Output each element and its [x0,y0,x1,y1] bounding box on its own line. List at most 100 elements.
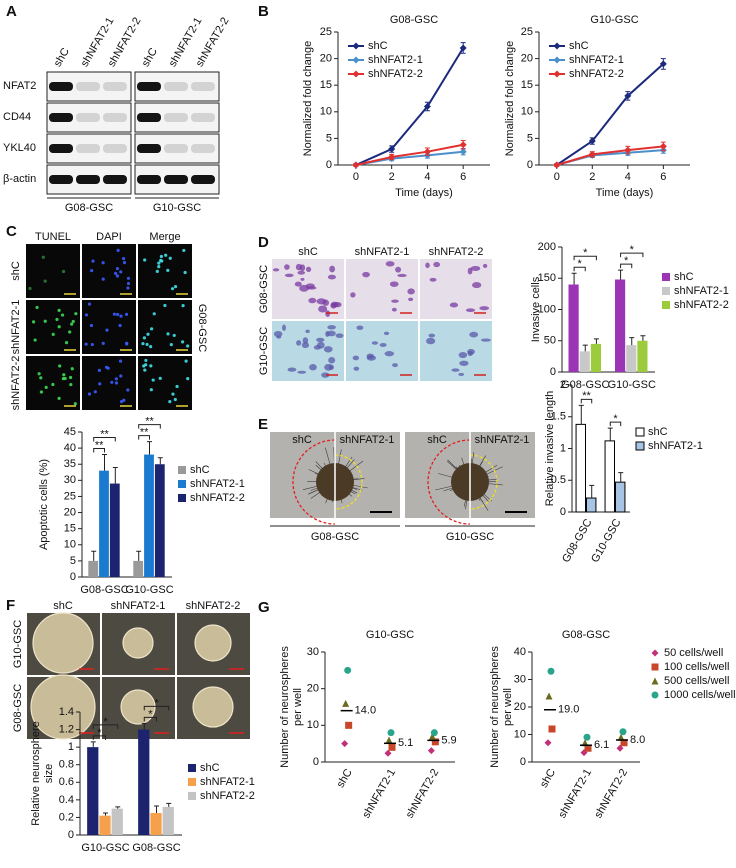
cell-dot [166,332,170,336]
legend-label: shNFAT2-2 [368,68,423,80]
cell-dot [71,319,75,324]
legend-label: shNFAT2-1 [569,54,624,66]
series-line [355,143,464,166]
bar [133,560,144,577]
bar [162,806,174,835]
y-tick-label: 10 [521,106,533,118]
cell [371,341,379,345]
cell-dot [142,336,147,340]
cell-dot [43,279,47,283]
dot [619,728,627,736]
y-axis-label: size [43,764,55,784]
y-tick-label: 0 [560,506,566,518]
cell-dot [151,378,155,382]
dot [459,141,467,149]
legend-label: shNFAT2-2 [674,299,729,311]
neurosphere [194,624,232,662]
cell-dot [91,259,95,263]
cell-dot [70,322,74,326]
panel-letter: A [6,3,17,20]
cell-dot [183,270,187,275]
panel-letter: C [6,223,17,240]
cell [294,281,302,287]
y-tick-label: 0 [550,366,556,378]
legend-swatch [662,273,670,281]
dot [384,749,392,757]
dot [617,733,625,741]
cell [302,337,309,344]
series-line [556,63,665,166]
cell [383,331,390,336]
panel-letter: F [6,597,15,614]
legend-swatch [178,494,186,502]
y-tick-label: 20 [320,53,332,65]
cell [429,277,437,282]
micrograph [420,321,492,381]
bar [99,815,111,835]
micrograph [138,244,192,298]
x-tick-label: 2 [589,171,595,183]
column-label: shNFAT2-1 [340,434,395,446]
cell [389,281,399,287]
cell [297,370,307,374]
cell-dot [144,363,148,367]
cell [305,329,310,333]
dot [553,70,561,78]
cell-dot [171,392,175,396]
y-tick-label: 50 [544,335,556,347]
bar [579,351,590,372]
row-label: G10-GSC [258,327,270,375]
bar [99,470,109,577]
cell-dot [112,312,116,316]
cell-dot [143,368,147,372]
x-tick-label: shNFAT2-2 [592,767,630,820]
cell-dot [124,312,129,316]
cell [326,330,336,337]
dot [588,137,596,145]
x-tick-label: G10-GSC [589,517,624,565]
dot [342,699,350,707]
cell [352,355,360,361]
blot-band [76,175,100,184]
row-label: shNFAT2-1 [10,300,22,355]
significance-bracket [143,716,157,722]
cell-dot [43,319,47,323]
cell-dot [62,373,66,377]
y-tick-label: 35 [64,458,76,470]
y-tick-label: 10 [320,106,332,118]
legend-label: shC [648,426,668,438]
cell-dot [126,286,130,290]
cell-dot [87,302,92,306]
cell-dot [119,400,124,404]
cell-dot [60,313,65,317]
bar [626,345,637,372]
cell [287,367,297,372]
cell [350,292,356,298]
bar [586,497,597,513]
bar [575,423,586,513]
cell [379,342,387,347]
cell [313,345,322,350]
blot-band [76,113,100,122]
blot-band [191,113,215,122]
series-line [355,47,465,166]
legend-label: shNFAT2-1 [190,478,245,490]
cell-dot [115,274,120,278]
x-tick-label: shNFAT2-2 [404,767,442,820]
x-axis-label: Time (days) [395,187,453,199]
significance-bracket [92,724,119,729]
bar [144,454,154,577]
legend-label: shNFAT2-2 [190,492,245,504]
cell-dot [69,382,73,387]
bar [109,483,120,577]
cell [362,271,370,278]
dot [651,677,659,685]
error-bar [103,812,108,816]
row-label: G08-GSC [258,265,270,313]
cell-dot [28,286,32,291]
y-tick-label: 100 [538,303,556,315]
cell-dot [186,344,190,348]
cell-dot [157,261,161,265]
micrograph [420,259,492,319]
x-tick-label: 0 [554,171,560,183]
